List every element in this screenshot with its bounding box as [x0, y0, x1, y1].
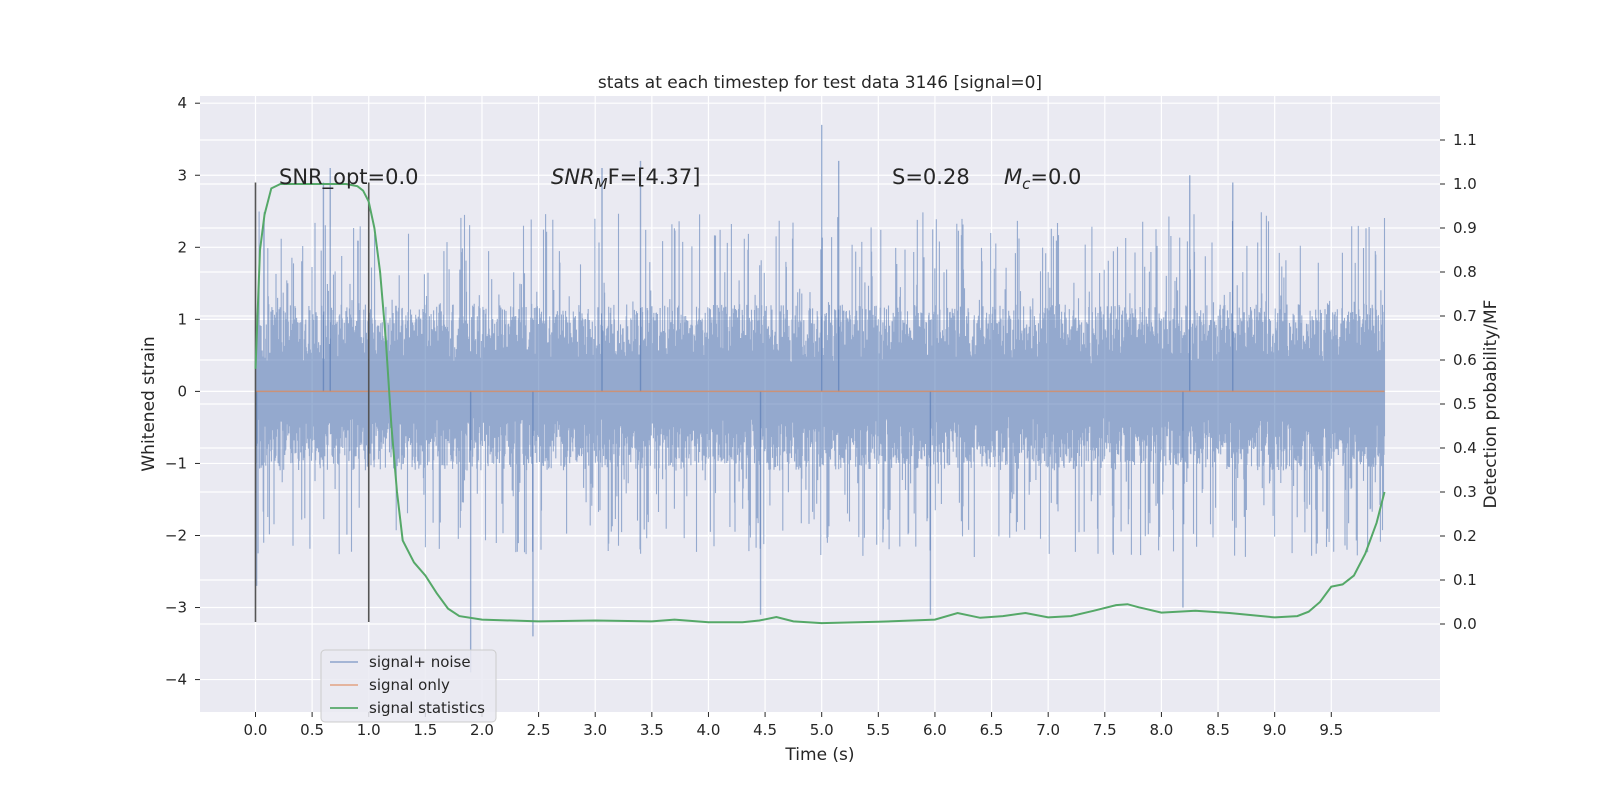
y-right-tick-label: 1.0: [1453, 175, 1477, 193]
annotation-snr-opt: SNR_opt=0.0: [279, 165, 419, 190]
x-tick-label: 7.0: [1036, 721, 1060, 739]
snr-mf-base: SNR: [551, 165, 595, 189]
x-tick-label: 2.0: [470, 721, 494, 739]
y-right-tick-label: 0.9: [1453, 219, 1477, 237]
mc-base: M: [1004, 165, 1022, 189]
legend-label-noise: signal+ noise: [369, 653, 471, 671]
y-right-tick-label: 0.4: [1453, 439, 1477, 457]
y-tick-label: 1: [177, 310, 187, 328]
y-tick-label: 0: [177, 382, 187, 400]
snr-mf-rest: F=[4.37]: [608, 165, 701, 189]
y-tick-label: 3: [177, 166, 187, 184]
y-tick-label: 4: [177, 94, 187, 112]
x-tick-label: 3.0: [583, 721, 607, 739]
mc-rest: =0.0: [1030, 165, 1081, 189]
y-right-tick-label: 0.8: [1453, 263, 1477, 281]
y-tick-label: −3: [165, 599, 187, 617]
legend-label-statistics: signal statistics: [369, 699, 485, 717]
statistics-line: [254, 183, 1386, 625]
y-right-tick-label: 1.1: [1453, 131, 1477, 149]
y-tick-label: −2: [165, 526, 187, 544]
series-signal-plus-noise: [254, 124, 1386, 673]
x-tick-label: 1.0: [357, 721, 381, 739]
x-tick-label: 9.0: [1263, 721, 1287, 739]
legend-label-signal: signal only: [369, 676, 450, 694]
snr-mf-sub: M: [595, 175, 608, 193]
vertical-markers: [254, 182, 370, 622]
y-right-tick-label: 0.0: [1453, 615, 1477, 633]
y-tick-label: 2: [177, 238, 187, 256]
series-signal-statistics: [254, 183, 1386, 625]
x-tick-label: 4.5: [753, 721, 777, 739]
y-axis-title-right: Detection probability/MF: [1481, 300, 1501, 509]
x-tick-label: 8.5: [1206, 721, 1230, 739]
y-right-tick-label: 0.3: [1453, 483, 1477, 501]
y-right-tick-label: 0.6: [1453, 351, 1477, 369]
legend: signal+ noise signal only signal statist…: [320, 649, 497, 723]
x-tick-label: 0.5: [300, 721, 324, 739]
y-tick-label: −1: [165, 454, 187, 472]
annotation-chirp-mass: Mc=0.0: [1004, 165, 1081, 193]
y-right-tick-label: 0.7: [1453, 307, 1477, 325]
x-tick-label: 0.0: [244, 721, 268, 739]
annotation-s-stat: S=0.28: [892, 165, 970, 189]
y-right-tick-label: 0.1: [1453, 571, 1477, 589]
x-tick-label: 3.5: [640, 721, 664, 739]
x-axis-title: Time (s): [784, 745, 854, 765]
axis-ticks: 0.0 0.5 1.0 1.5 2.0 2.5 3.0 3.5 4.0 4.5 5.0 5.5 6.0 6…: [165, 94, 1477, 739]
x-tick-label: 6.0: [923, 721, 947, 739]
x-tick-label: 5.0: [810, 721, 834, 739]
x-tick-label: 6.5: [980, 721, 1004, 739]
x-tick-label: 2.5: [527, 721, 551, 739]
x-tick-label: 7.5: [1093, 721, 1117, 739]
x-tick-label: 1.5: [413, 721, 437, 739]
x-tick-label: 9.5: [1319, 721, 1343, 739]
mc-sub: c: [1022, 175, 1031, 193]
y-tick-label: −4: [165, 671, 187, 689]
annotation-snr-mf: SNRMF=[4.37]: [551, 165, 700, 193]
y-right-tick-label: 0.5: [1453, 395, 1477, 413]
x-tick-label: 8.0: [1149, 721, 1173, 739]
x-tick-label: 4.0: [697, 721, 721, 739]
legend-frame: [320, 649, 497, 723]
chart-title: stats at each timestep for test data 314…: [598, 73, 1042, 93]
y-right-tick-label: 0.2: [1453, 527, 1477, 545]
y-axis-title-left: Whitened strain: [139, 336, 159, 471]
x-tick-label: 5.5: [866, 721, 890, 739]
